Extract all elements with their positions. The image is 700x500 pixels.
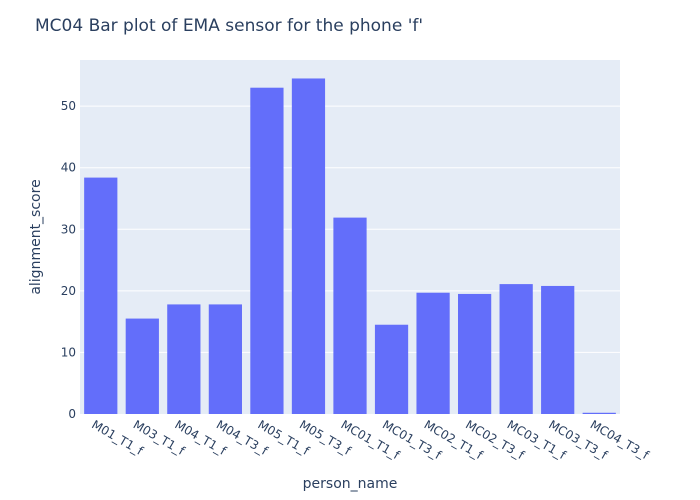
x-tick-labels: M01_T1_fM03_T1_fM04_T1_fM04_T3_fM05_T1_f… [89,417,652,462]
y-tick-label: 10 [61,345,76,359]
bar-MC04_T3_f [582,412,616,414]
bar-MC02_T1_f [416,292,450,414]
y-tick-label: 0 [68,407,76,421]
bar-MC03_T1_f [499,284,533,414]
x-axis-title: person_name [303,476,398,492]
bar-M04_T1_f [167,304,201,414]
bars [84,78,616,414]
y-axis-title: alignment_score [28,179,44,294]
bar-M03_T1_f [125,318,159,414]
bar-MC01_T3_f [374,324,409,414]
y-tick-label: 50 [61,99,76,113]
bar-M05_T3_f [291,78,326,414]
bar-MC03_T3_f [541,285,575,414]
bar-M04_T3_f [208,304,242,414]
bar-MC01_T1_f [333,217,367,414]
y-tick-labels: 0 10 20 30 40 50 [61,99,76,421]
chart-title: MC04 Bar plot of EMA sensor for the phon… [35,16,423,36]
bar-M01_T1_f [84,177,118,414]
y-tick-label: 30 [61,222,76,236]
y-tick-label: 20 [61,284,76,298]
bar-MC02_T3_f [458,293,492,414]
y-tick-label: 40 [61,161,76,175]
bar-M05_T1_f [250,87,284,414]
